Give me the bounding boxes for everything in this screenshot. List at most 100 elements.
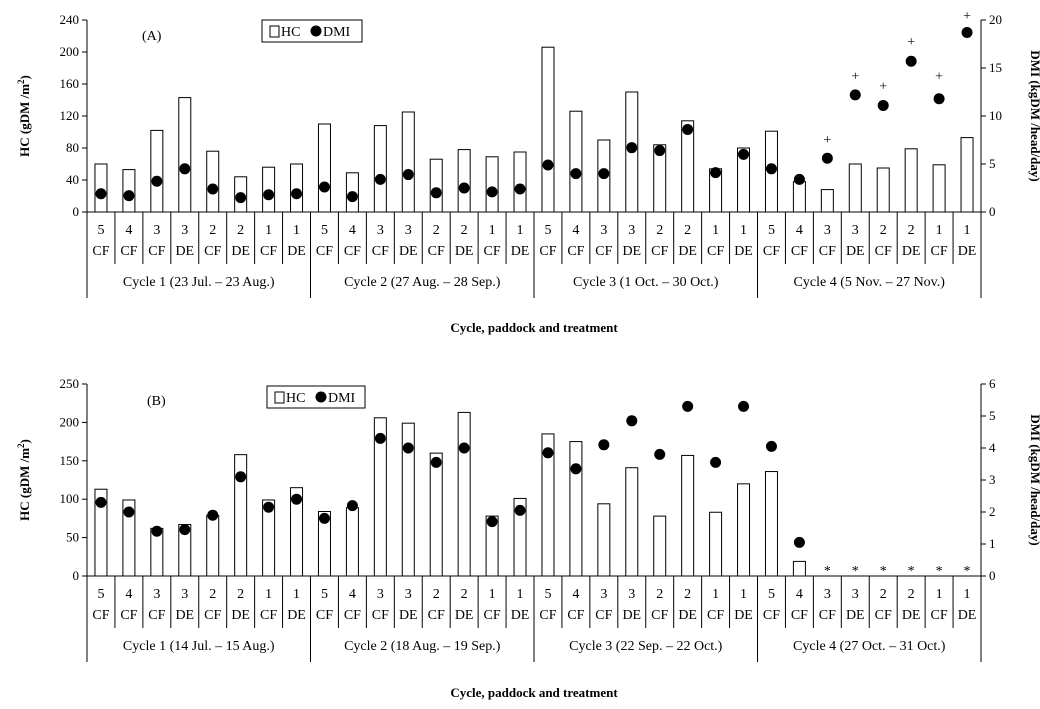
paddock-label: 1 [489,587,496,602]
paddock-label: 3 [405,223,412,238]
dmi-point [738,148,750,160]
hc-bar [737,483,751,577]
right-tick-label: 20 [989,12,1002,27]
paddock-label: 2 [433,223,440,238]
dmi-point [654,448,666,460]
paddock-label: 2 [908,223,915,238]
paddock-label: 1 [265,223,272,238]
treatment-label: CF [707,608,724,623]
dmi-point [486,516,498,528]
dmi-point [374,432,386,444]
hc-bar [820,189,834,213]
treatment-label: CF [763,608,780,623]
dmi-point [570,463,582,475]
left-tick-label: 40 [66,172,79,187]
right-tick-label: 3 [989,472,996,487]
treatment-label: DE [175,608,194,623]
right-tick-label: 5 [989,408,996,423]
hc-bar [764,471,778,577]
hc-bar [401,422,415,577]
dmi-point [682,400,694,412]
treatment-label: DE [734,244,753,259]
treatment-label: DE [455,244,474,259]
paddock-label: 1 [293,223,300,238]
paddock-label: 3 [153,587,160,602]
dmi-point [598,439,610,451]
treatment-label: DE [231,608,250,623]
dmi-point [626,142,638,154]
left-tick-label: 50 [66,530,79,545]
treatment-label: CF [819,244,836,259]
treatment-label: DE [175,244,194,259]
paddock-label: 3 [824,223,831,238]
hc-bar [681,454,695,577]
hc-bar [317,510,331,577]
dmi-point [486,186,498,198]
treatment-label: CF [428,608,445,623]
treatment-label: DE [287,244,306,259]
dmi-point [402,169,414,181]
hc-bar [792,181,806,213]
cycle-label: Cycle 2 (18 Aug. – 19 Sep.) [344,639,501,654]
treatment-label: CF [316,608,333,623]
treatment-label: CF [539,608,556,623]
x-axis-title: Cycle, paddock and treatment [450,685,618,700]
treatment-label: CF [148,608,165,623]
treatment-label: DE [958,608,977,623]
paddock-label: 1 [517,223,524,238]
hc-bar [513,151,527,213]
dmi-point [793,536,805,548]
hc-bar [737,147,751,213]
paddock-label: 5 [97,587,104,602]
paddock-label: 4 [796,587,803,602]
hc-bar [401,111,415,213]
cycle-label: Cycle 3 (22 Sep. – 22 Oct.) [569,639,723,654]
cycle-label: Cycle 3 (1 Oct. – 30 Oct.) [573,275,719,290]
paddock-label: 3 [600,587,607,602]
treatment-label: CF [931,608,948,623]
hc-bar [681,120,695,213]
hc-bar [150,129,164,213]
paddock-label: 5 [97,223,104,238]
treatment-label: CF [595,608,612,623]
annotation-mark: * [936,564,943,579]
dmi-point [207,183,219,195]
dmi-point [570,168,582,180]
dmi-point [738,400,750,412]
paddock-label: 1 [293,587,300,602]
paddock-label: 1 [517,587,524,602]
right-tick-label: 15 [989,60,1002,75]
dmi-point [793,173,805,185]
hc-bar [960,137,974,213]
hc-bar [373,125,387,213]
hc-bar [429,158,443,213]
paddock-label: 2 [656,587,663,602]
right-tick-label: 0 [989,204,996,219]
paddock-label: 3 [181,587,188,602]
left-tick-label: 160 [60,76,80,91]
treatment-label: CF [92,244,109,259]
treatment-label: DE [455,608,474,623]
right-axis-title: DMI (kgDM /head/day) [1028,50,1040,181]
paddock-label: 2 [209,587,216,602]
hc-bar [457,149,471,213]
hc-bar [373,417,387,577]
left-tick-label: 200 [60,44,80,59]
hc-bar [290,487,304,577]
treatment-label: DE [231,244,250,259]
treatment-label: CF [344,608,361,623]
paddock-label: 3 [153,223,160,238]
paddock-label: 2 [908,587,915,602]
treatment-label: CF [204,244,221,259]
annotation-mark: + [963,9,971,24]
hc-bar [94,163,108,213]
dmi-point [123,190,135,202]
right-tick-label: 1 [989,536,996,551]
treatment-label: CF [707,244,724,259]
annotation-mark: * [824,564,831,579]
legend-dmi-label: DMI [323,25,351,40]
paddock-label: 5 [544,587,551,602]
paddock-label: 2 [656,223,663,238]
right-tick-label: 4 [989,440,996,455]
